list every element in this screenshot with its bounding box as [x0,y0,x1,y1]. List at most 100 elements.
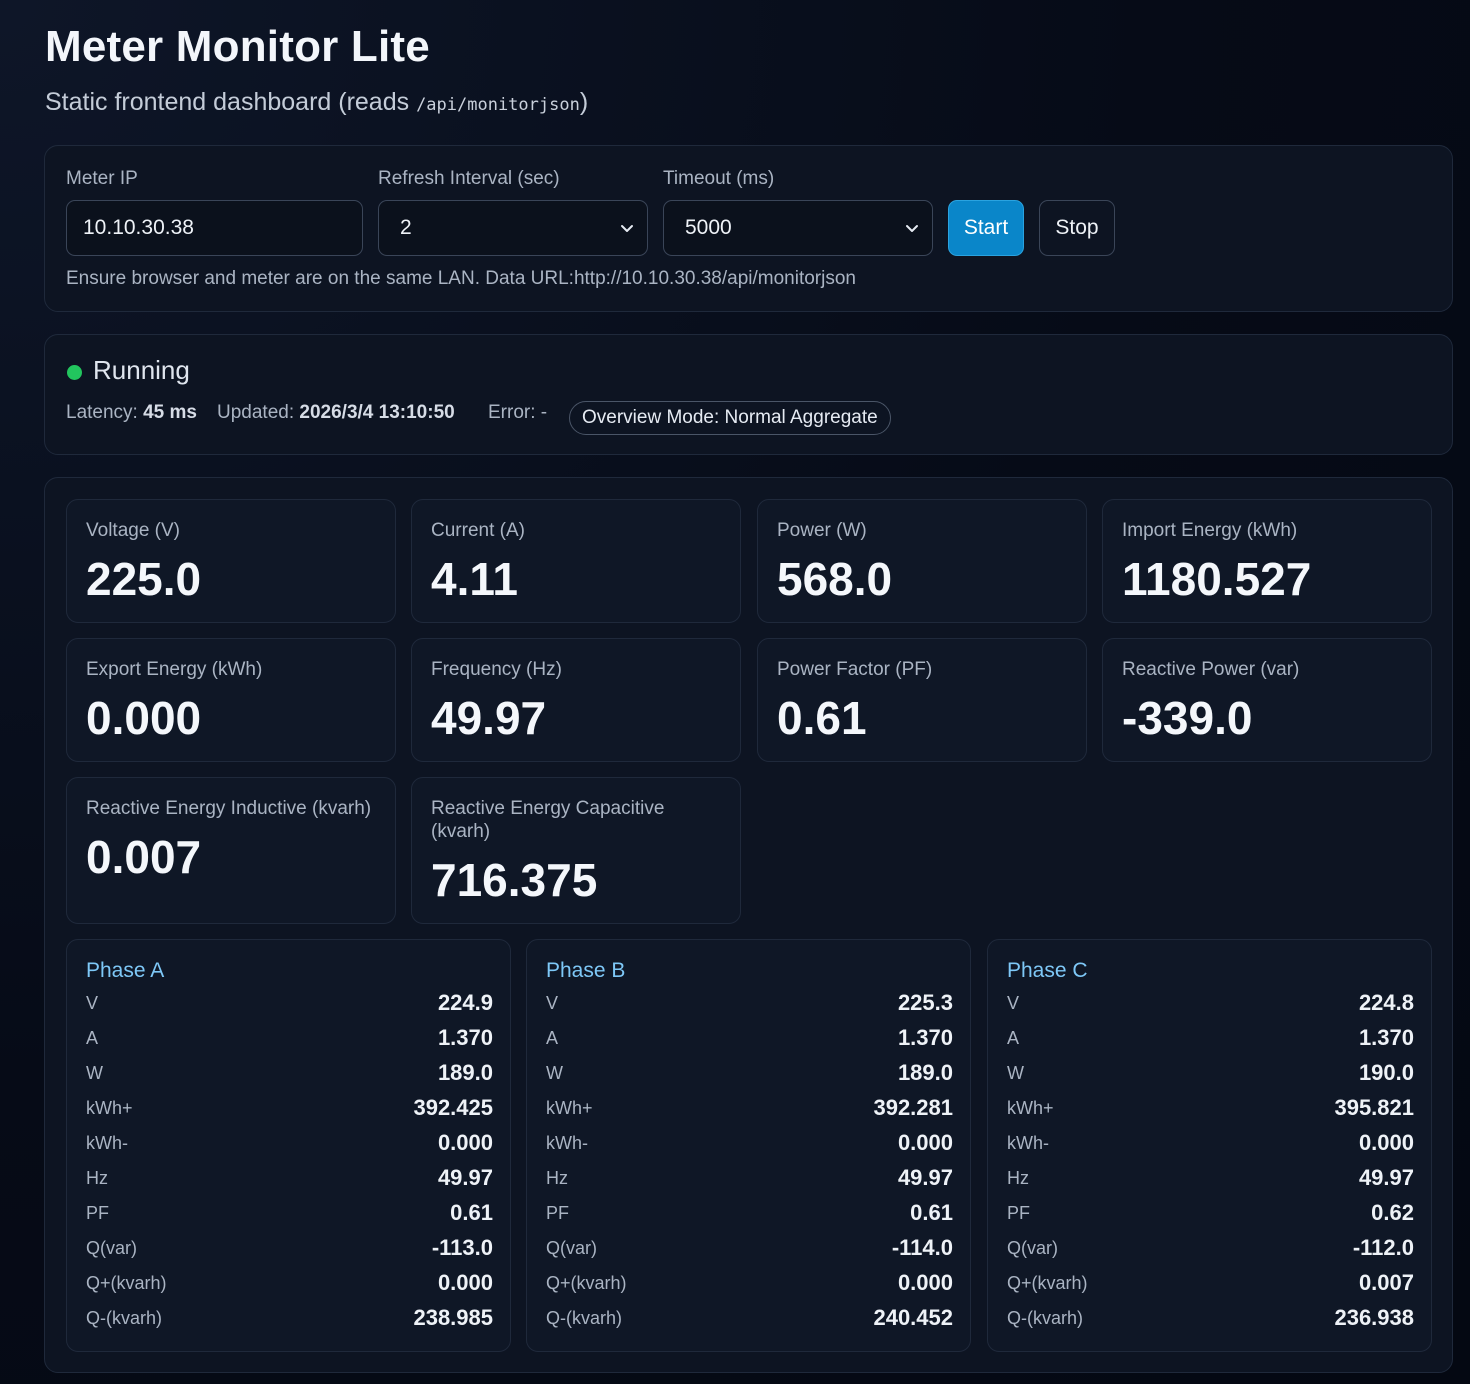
metric-card-reactive-power: Reactive Power (var) -339.0 [1102,638,1432,762]
phase-row-value: 49.97 [1358,1165,1414,1190]
phase-row: kWh+ 395.821 [1007,1093,1414,1123]
metric-label: Power Factor (PF) [777,659,933,680]
error-value: - [540,402,548,423]
metric-card-frequency: Frequency (Hz) 49.97 [411,638,741,762]
phase-row: Q+(kvarh) 0.000 [86,1268,493,1298]
metric-value: 0.007 [86,831,202,883]
phase-title: Phase A [86,959,165,982]
refresh-interval-label: Refresh Interval (sec) [378,168,560,189]
phase-row-key: W [1007,1062,1024,1083]
phase-row-key: Q(var) [546,1237,597,1258]
status-panel: Running Latency: 45 ms Updated: 2026/3/4… [44,334,1453,455]
metric-label: Import Energy (kWh) [1122,520,1298,541]
updated: Updated: 2026/3/4 13:10:50 [217,402,455,424]
phase-row: V 225.3 [546,988,953,1018]
metric-value: 4.11 [431,553,518,605]
phase-row-key: kWh+ [1007,1097,1054,1118]
timeout-select[interactable]: 5000 [663,200,933,256]
overview-mode-badge: Overview Mode: Normal Aggregate [569,401,891,435]
phase-row: W 189.0 [86,1058,493,1088]
metric-label: Reactive Energy Capacitive (kvarh) [431,798,665,842]
phase-row-key: Hz [1007,1167,1029,1188]
refresh-interval-select[interactable]: 2 [378,200,648,256]
phase-row: Q(var) -112.0 [1007,1233,1414,1263]
phase-row: A 1.370 [1007,1023,1414,1053]
phase-row-key: A [546,1027,559,1048]
phase-row: Q-(kvarh) 236.938 [1007,1303,1414,1333]
phase-row: Q(var) -114.0 [546,1233,953,1263]
stop-button[interactable]: Stop [1039,200,1115,256]
timeout-value: 5000 [685,216,732,239]
start-button[interactable]: Start [948,200,1024,256]
metric-value: 0.000 [86,692,202,744]
phase-row-key: Q+(kvarh) [86,1272,167,1293]
phase-row-value: 49.97 [897,1165,953,1190]
phase-row-value: 395.821 [1334,1095,1414,1120]
phase-card-b: Phase B V 225.3 A 1.370 W 189.0 kWh+ 392.281 kWh-… [526,939,971,1352]
phase-row-key: V [86,992,99,1013]
phase-row-value: 240.452 [873,1305,953,1330]
phase-row-key: kWh+ [86,1097,133,1118]
metric-card-export-energy: Export Energy (kWh) 0.000 [66,638,396,762]
error: Error: - [488,402,547,424]
phase-row: kWh- 0.000 [546,1128,953,1158]
phase-row-value: 224.8 [1358,990,1414,1015]
phase-row-value: 392.281 [873,1095,953,1120]
phase-row: kWh- 0.000 [1007,1128,1414,1158]
meter-ip-label: Meter IP [66,168,138,189]
metric-label: Voltage (V) [86,520,180,541]
status-text: Running [93,355,190,385]
latency-value: 45 ms [143,402,197,423]
phase-row: A 1.370 [86,1023,493,1053]
phase-row-value: 0.62 [1371,1200,1414,1225]
phase-row: V 224.8 [1007,988,1414,1018]
metric-label: Current (A) [431,520,525,541]
metric-card-current: Current (A) 4.11 [411,499,741,623]
chevron-down-icon [621,225,633,232]
phase-row: V 224.9 [86,988,493,1018]
phase-row: A 1.370 [546,1023,953,1053]
phase-row-key: Q-(kvarh) [1007,1307,1083,1328]
metric-value: 716.375 [431,854,598,906]
phase-row-key: Q-(kvarh) [546,1307,622,1328]
phase-row: Q(var) -113.0 [86,1233,493,1263]
page-subtitle: Static frontend dashboard (reads /api/mo… [45,88,588,117]
phase-title: Phase B [546,959,626,982]
phase-row-key: kWh- [86,1132,128,1153]
page-title: Meter Monitor Lite [45,22,430,71]
phase-row-key: Hz [546,1167,568,1188]
phase-row-value: 189.0 [437,1060,493,1085]
phase-row: PF 0.61 [546,1198,953,1228]
metric-label: Export Energy (kWh) [86,659,263,680]
phase-row-value: 224.9 [437,990,493,1015]
phase-row-value: 190.0 [1358,1060,1414,1085]
phase-row-key: W [546,1062,563,1083]
phase-row-value: -114.0 [891,1235,953,1260]
api-path: /api/monitorjson [416,95,580,115]
meter-ip-input[interactable]: 10.10.30.38 [66,200,363,256]
phase-row-value: 1.370 [437,1025,493,1050]
phase-row-value: 0.61 [450,1200,493,1225]
phase-row-key: PF [1007,1202,1031,1223]
phase-row-value: -112.0 [1352,1235,1414,1260]
phase-row-key: kWh+ [546,1097,593,1118]
updated-value: 2026/3/4 13:10:50 [299,402,455,423]
phase-row: PF 0.61 [86,1198,493,1228]
phase-row-value: 0.000 [437,1270,493,1295]
metric-card-power: Power (W) 568.0 [757,499,1087,623]
metric-value: -339.0 [1122,692,1253,744]
phase-row-value: 0.000 [1358,1130,1414,1155]
metric-value: 0.61 [777,692,867,744]
phase-row-value: 236.938 [1334,1305,1414,1330]
metric-value: 568.0 [777,553,893,605]
refresh-interval-value: 2 [400,216,412,239]
phase-row-key: A [86,1027,99,1048]
phase-row-value: 1.370 [1358,1025,1414,1050]
latency: Latency: 45 ms [66,402,197,424]
metric-card-import-energy: Import Energy (kWh) 1180.527 [1102,499,1432,623]
metric-label: Reactive Energy Inductive (kvarh) [86,798,372,819]
phase-card-a: Phase A V 224.9 A 1.370 W 189.0 kWh+ 392.425 kWh-… [66,939,511,1352]
chevron-down-icon [906,225,918,232]
phase-row-key: V [1007,992,1020,1013]
phase-row-value: 0.000 [897,1270,953,1295]
